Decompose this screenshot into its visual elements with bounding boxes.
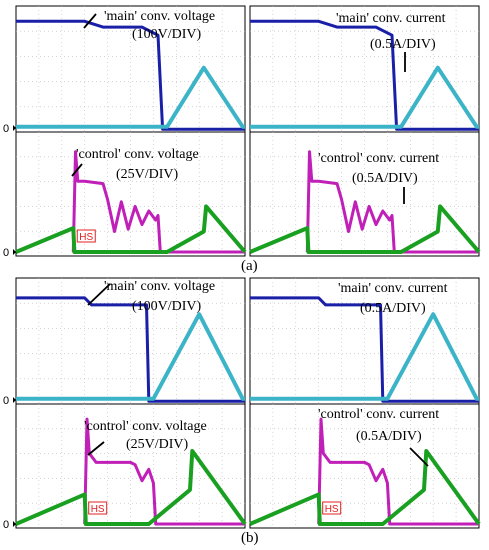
- zero-marker: [13, 249, 16, 255]
- scope-a-top-left: 0: [3, 5, 246, 135]
- scope-panels: 0 0 HS 0 0 HS HS: [3, 5, 481, 531]
- hs-label: HS: [325, 504, 339, 515]
- zero-label: 0: [3, 395, 9, 407]
- series-main-current: [250, 65, 479, 129]
- series-main-voltage: [250, 19, 479, 131]
- series-main-voltage: [16, 19, 245, 131]
- caption-a: (a): [241, 258, 258, 274]
- zero-marker: [13, 125, 16, 131]
- series-main-current: [250, 312, 479, 401]
- label-b-control-current-1: 'control' conv. current: [318, 407, 439, 422]
- label-b-main-current-2: (0.5A/DIV): [360, 301, 426, 316]
- label-b-main-voltage-1: 'main' conv. voltage: [104, 279, 215, 294]
- scope-frame: [15, 5, 246, 133]
- scope-b-bottom-right: HS: [249, 403, 481, 529]
- series-control-current: [249, 449, 481, 526]
- label-a-main-voltage-1: 'main' conv. voltage: [104, 9, 215, 24]
- series-control-current: [15, 449, 247, 526]
- label-a-control-voltage-2: (25V/DIV): [116, 167, 179, 182]
- hs-label: HS: [79, 232, 93, 243]
- hs-marker-box: [322, 501, 342, 515]
- label-b-control-voltage-1: 'control' conv. voltage: [84, 419, 207, 434]
- series-control-current: [15, 204, 247, 254]
- series-main-voltage: [16, 296, 245, 403]
- series-control-voltage: [317, 417, 479, 526]
- zero-label: 0: [3, 247, 9, 259]
- zero-label: 0: [3, 123, 9, 135]
- series-main-current: [16, 65, 245, 129]
- label-b-control-current-2: (0.5A/DIV): [356, 429, 422, 444]
- label-b-control-voltage-2: (25V/DIV): [126, 437, 189, 452]
- label-a-main-voltage-2: (100V/DIV): [132, 27, 202, 42]
- label-a-control-current-2: (0.5A/DIV): [352, 171, 418, 186]
- scope-b-bottom-left: 0 HS: [3, 403, 247, 531]
- scope-a-top-right: [249, 5, 480, 133]
- label-a-control-current-1: 'control' conv. current: [318, 151, 439, 166]
- arrow-a-control-voltage: [71, 163, 83, 177]
- scope-b-top-right: [249, 277, 480, 405]
- hs-marker-box: [76, 229, 96, 243]
- label-a-main-current-1: 'main' conv. current: [336, 11, 446, 26]
- series-control-voltage: [71, 150, 245, 254]
- series-main-current: [16, 312, 245, 401]
- label-b-main-current-1: 'main' conv. current: [338, 281, 448, 296]
- zero-label: 0: [3, 519, 9, 531]
- label-a-main-current-2: (0.5A/DIV): [370, 37, 436, 52]
- scope-a-bottom-left: 0 HS: [3, 131, 247, 259]
- zero-marker: [13, 397, 16, 403]
- arrow-b-control-current: [409, 447, 429, 467]
- arrow-b-control-voltage: [87, 441, 105, 456]
- caption-b: (b): [241, 530, 259, 546]
- label-a-control-voltage-1: 'control' conv. voltage: [76, 147, 199, 162]
- scope-b-top-left: 0: [3, 277, 246, 407]
- arrow-a-main-voltage: [83, 13, 97, 29]
- hs-label: HS: [91, 504, 105, 515]
- series-control-current: [249, 204, 481, 254]
- scope-a-bottom-right: [249, 131, 481, 257]
- annotation-layer: 'main' conv. voltage (100V/DIV) 'main' c…: [71, 9, 448, 546]
- series-control-voltage: [83, 417, 245, 526]
- hs-marker-box: [88, 501, 108, 515]
- label-b-main-voltage-2: (100V/DIV): [132, 299, 202, 314]
- series-main-voltage: [250, 296, 479, 403]
- series-control-voltage: [305, 150, 479, 254]
- zero-marker: [13, 521, 16, 527]
- arrow-b-main-voltage: [87, 283, 111, 306]
